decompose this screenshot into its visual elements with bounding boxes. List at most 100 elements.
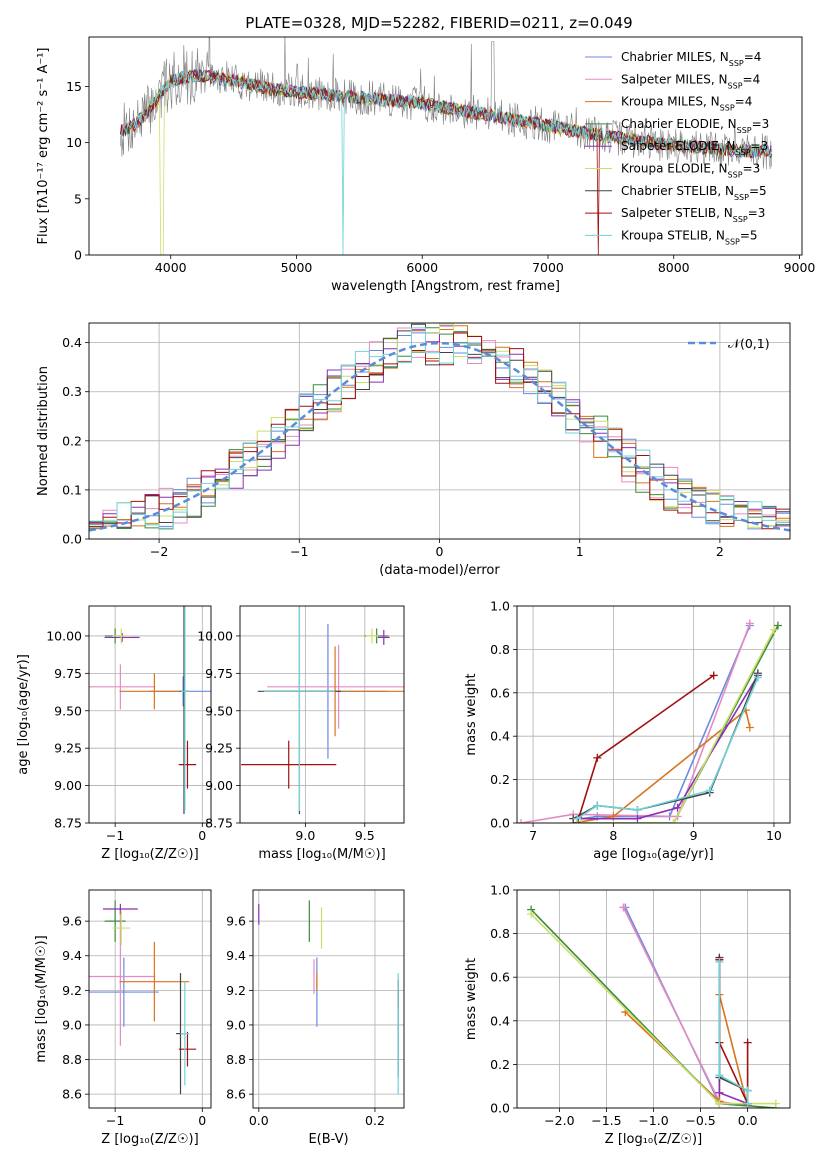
- mass-vs-ebv-plot-area: [258, 900, 399, 1095]
- mass-weight-vs-age-marker: [577, 819, 586, 823]
- mass-weight-vs-age-xlabel: age [log₁₀(age/yr)]: [593, 847, 714, 862]
- legend-label: Chabrier STELIB, NSSP=5: [621, 184, 767, 202]
- mass-weight-vs-age-xtick-label: 9: [690, 828, 698, 843]
- mass-weight-vs-age-plot-area: [517, 619, 782, 823]
- legend-label: Salpeter STELIB, NSSP=3: [621, 206, 765, 224]
- mass-weight-vs-age-series-line: [581, 629, 775, 823]
- age-vs-mass-plot-area: [241, 606, 404, 815]
- mass-weight-vs-age-ylabel: mass weight: [464, 673, 479, 755]
- age-vs-mass-ytick-label: 8.75: [205, 816, 233, 831]
- mass-weight-vs-age-marker: [753, 673, 762, 682]
- age-vs-z-ytick-label: 9.00: [54, 778, 82, 793]
- mass-weight-vs-age-ytick-label: 0.8: [490, 642, 510, 657]
- mass-weight-vs-z-marker: [715, 957, 724, 966]
- mass-vs-ebv-ytick-label: 8.6: [226, 1087, 246, 1102]
- spectrum-ylabel: Flux [fλ10⁻¹⁷ erg cm⁻² s⁻¹ A⁻¹]: [36, 48, 51, 245]
- age-vs-z-ytick-label: 9.25: [54, 741, 82, 756]
- spectrum-data-line: [120, 37, 772, 170]
- mass-weight-vs-age-ytick-label: 0.2: [490, 772, 510, 787]
- mass-weight-vs-age-marker: [745, 723, 754, 732]
- age-vs-z-frame-group: −1 0 8.75 9.00 9.25 9.50 9.75 10.00 Z [log₁₀(Z/Z…: [16, 605, 212, 862]
- residuals-ytick-label: 0.0: [62, 532, 82, 547]
- mass-weight-vs-z-xtick-label: −1.5: [591, 1113, 621, 1128]
- residuals-ylabel: Normed distribution: [36, 366, 51, 496]
- age-vs-z-point: [180, 606, 190, 812]
- residuals-xtick-label: −1: [290, 544, 308, 559]
- age-vs-mass-xtick-label: 9.0: [295, 828, 315, 843]
- mass-vs-z-xtick-label: −1: [106, 1113, 124, 1128]
- age-vs-z-xtick-label: −1: [106, 828, 124, 843]
- spectrum-frame-group: 4000 5000 6000 7000 8000 9000 0 5 10 15 wavelength…: [36, 36, 815, 294]
- age-vs-mass-ytick-label: 9.75: [205, 666, 233, 681]
- age-vs-mass-ytick-label: 9.25: [205, 741, 233, 756]
- gaussian-reference-curve: [89, 341, 790, 532]
- age-vs-z-ylabel: age [log₁₀(age/yr)]: [16, 654, 31, 775]
- mass-weight-vs-z-plot-area: [527, 903, 780, 1108]
- mass-vs-z-xtick-label: 0: [198, 1113, 206, 1128]
- mass-weight-vs-age-ytick-label: 1.0: [490, 599, 510, 614]
- age-vs-z-xlabel: Z [log₁₀(Z/Z☉)]: [101, 847, 198, 862]
- residuals-plot-area: [89, 323, 790, 532]
- mass-weight-vs-age-marker: [745, 619, 754, 628]
- spectrum-ytick-label: 10: [66, 135, 82, 150]
- residuals-xtick-label: −2: [150, 544, 168, 559]
- mass-vs-ebv-panel: 0.0 0.2 8.6 8.8 9.0 9.2 9.4 9.6 E(B-V): [226, 889, 405, 1147]
- residuals-xtick-label: 0: [436, 544, 444, 559]
- spectrum-plot-area: [120, 37, 773, 255]
- mass-vs-ebv-ytick-label: 9.6: [226, 914, 246, 929]
- age-vs-z-plot-area: [89, 606, 211, 815]
- residuals-xtick-label: 2: [716, 544, 724, 559]
- legend-label: Kroupa ELODIE, NSSP=3: [621, 162, 760, 180]
- mass-weight-vs-age-marker: [709, 671, 718, 680]
- spectrum-xlabel: wavelength [Angstrom, rest frame]: [331, 279, 560, 294]
- mass-weight-vs-age-series-line: [573, 708, 751, 823]
- mass-weight-vs-age-series-line: [520, 623, 751, 823]
- mass-vs-z-panel: −1 0 8.6 8.8 9.0 9.2 9.4 9.6 Z [log₁₀(Z/Z☉)] mass…: [34, 889, 212, 1147]
- legend-label: Kroupa STELIB, NSSP=5: [621, 228, 758, 246]
- mass-vs-z-plot-area: [89, 900, 197, 1095]
- mass-weight-vs-z-ytick-label: 0.6: [490, 970, 510, 985]
- mass-weight-vs-z-xtick-label: −2.0: [544, 1113, 574, 1128]
- mass-weight-vs-age-frame: [516, 605, 791, 824]
- mass-weight-vs-z-marker: [743, 1086, 752, 1095]
- age-vs-z-point: [178, 740, 197, 789]
- spectrum-ytick-label: 0: [74, 248, 82, 263]
- mass-weight-vs-z-marker: [715, 1071, 724, 1080]
- mass-weight-vs-z-ytick-label: 0.8: [490, 926, 510, 941]
- residuals-frame-group: −2 −1 0 1 2 0.0 0.1 0.2 0.3 0.4 (data-model)/error…: [36, 322, 791, 578]
- age-vs-mass-point: [241, 740, 337, 789]
- mass-weight-vs-z-marker: [743, 1038, 752, 1047]
- age-vs-mass-xlabel: mass [log₁₀(M/M☉)]: [258, 847, 385, 862]
- mass-weight-vs-z-xtick-label: −0.5: [685, 1113, 715, 1128]
- mass-vs-ebv-frame: [252, 889, 405, 1109]
- mass-vs-z-point: [102, 903, 138, 915]
- mass-vs-z-point: [178, 1031, 197, 1067]
- mass-vs-ebv-ytick-label: 9.0: [226, 1017, 246, 1032]
- spectrum-model-line: [120, 70, 773, 255]
- figure-title: PLATE=0328, MJD=52282, FIBERID=0211, z=0…: [245, 14, 632, 32]
- residuals-xlabel: (data-model)/error: [379, 563, 500, 578]
- mass-weight-vs-z-ytick-label: 0.2: [490, 1057, 510, 1072]
- mass-weight-vs-z-marker: [771, 1099, 780, 1108]
- mass-weight-vs-age-marker: [593, 753, 602, 762]
- age-vs-z-panel: −1 0 8.75 9.00 9.25 9.50 9.75 10.00 Z [log₁₀(Z/Z…: [16, 605, 212, 862]
- mass-vs-z-ytick-label: 9.0: [62, 1017, 82, 1032]
- mass-weight-vs-age-series-line: [581, 625, 751, 820]
- age-vs-z-ytick-label: 10.00: [46, 628, 82, 643]
- age-vs-mass-frame: [239, 605, 405, 824]
- mass-weight-vs-z-ytick-label: 0.4: [490, 1013, 510, 1028]
- spectrum-legend: Chabrier MILES, NSSP=4 Salpeter MILES, NS…: [585, 50, 769, 246]
- mass-weight-vs-z-xtick-label: 0.0: [738, 1113, 758, 1128]
- mass-weight-vs-age-marker: [773, 621, 782, 630]
- mass-weight-vs-age-marker: [673, 803, 682, 812]
- spectrum-panel: 4000 5000 6000 7000 8000 9000 0 5 10 15 wavelength…: [36, 36, 815, 294]
- mass-vs-ebv-ytick-label: 8.8: [226, 1052, 246, 1067]
- mass-weight-vs-z-ytick-label: 1.0: [490, 883, 510, 898]
- mass-weight-vs-age-series-line: [581, 674, 759, 820]
- age-vs-z-xtick-label: 0: [198, 828, 206, 843]
- mass-weight-vs-age-background: [517, 606, 790, 823]
- gaussian-legend-label: 𝒩(0,1): [728, 336, 770, 351]
- mass-vs-z-point: [112, 910, 130, 946]
- mass-weight-vs-age-ytick-label: 0.6: [490, 685, 510, 700]
